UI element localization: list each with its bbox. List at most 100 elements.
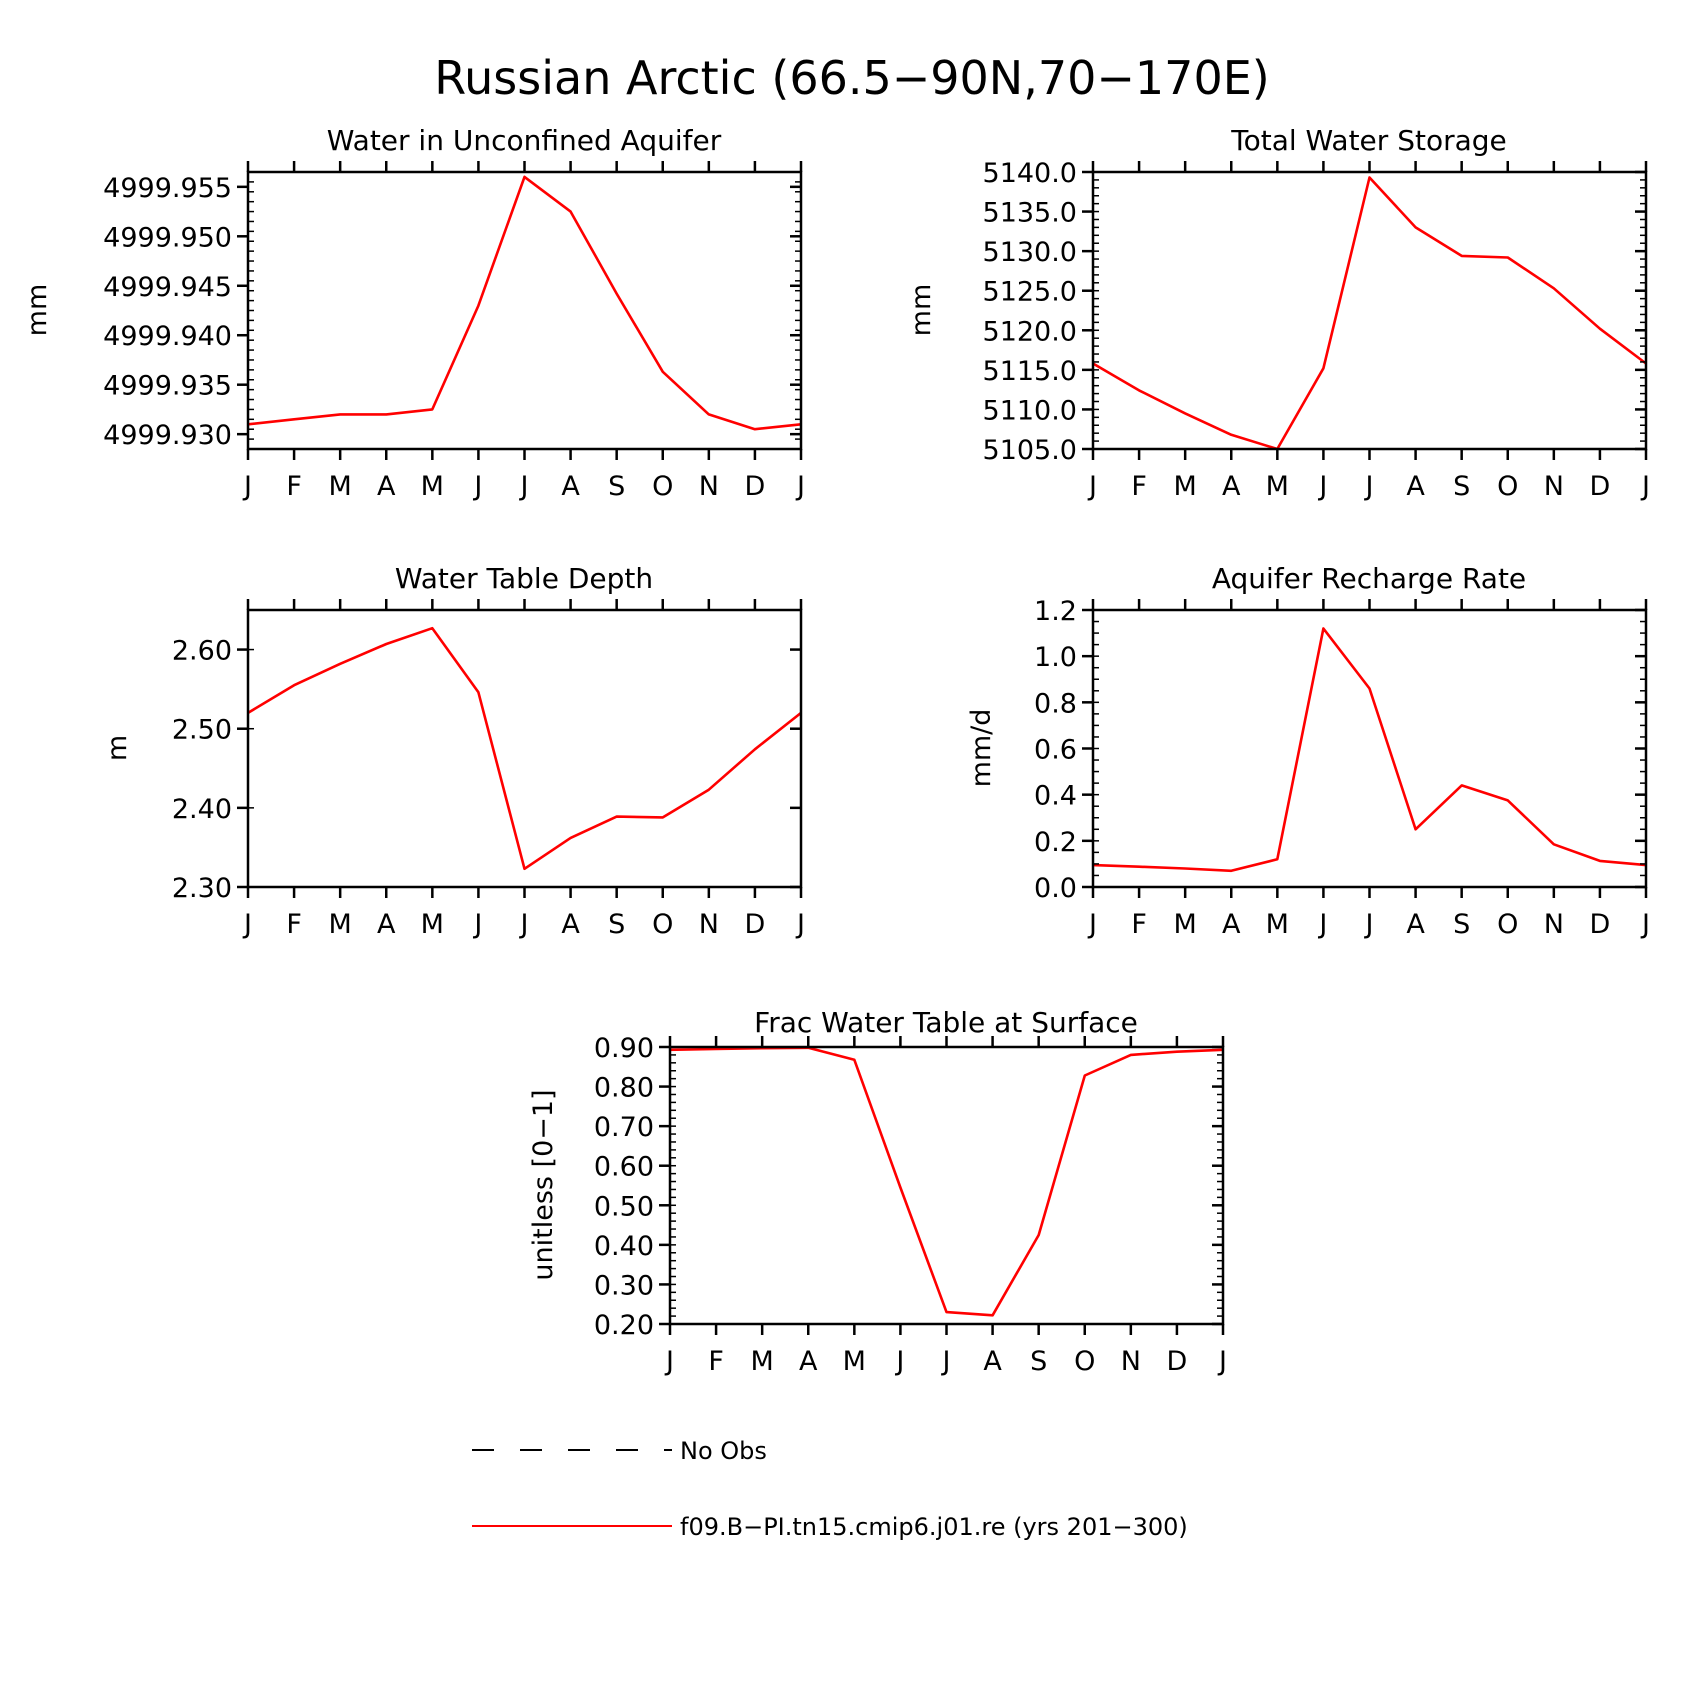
x-tick-label: J bbox=[242, 909, 252, 940]
panel-title: Aquifer Recharge Rate bbox=[1212, 562, 1526, 595]
x-tick-label: D bbox=[1167, 1346, 1188, 1377]
y-tick-label: 0.0 bbox=[1034, 873, 1077, 904]
x-tick-label: J bbox=[1364, 909, 1374, 940]
series-line-model bbox=[247, 626, 802, 871]
y-tick-label: 5140.0 bbox=[983, 158, 1077, 189]
x-tick-label: N bbox=[1544, 909, 1564, 940]
x-tick-label: M bbox=[1174, 471, 1197, 502]
x-tick-label: S bbox=[608, 471, 625, 502]
series-line-model bbox=[1092, 627, 1647, 873]
x-tick-label: M bbox=[843, 1346, 866, 1377]
y-axis-label: mm bbox=[22, 284, 53, 337]
x-tick-label: S bbox=[1453, 909, 1470, 940]
legend: No Obs f09.B−PI.tn15.cmip6.j01.re (yrs 2… bbox=[472, 1437, 1188, 1541]
y-tick-label: 5115.0 bbox=[983, 356, 1077, 387]
x-tick-label: A bbox=[1406, 471, 1425, 502]
y-axis-label: mm/d bbox=[966, 709, 997, 788]
x-tick-label: N bbox=[1544, 471, 1564, 502]
y-tick-label: 0.2 bbox=[1034, 827, 1077, 858]
x-tick-label: M bbox=[1266, 909, 1289, 940]
y-tick-label: 0.60 bbox=[594, 1152, 654, 1183]
x-tick-label: J bbox=[894, 1346, 904, 1377]
y-tick-label: 0.80 bbox=[594, 1073, 654, 1104]
panel-title: Water in Unconfined Aquifer bbox=[327, 124, 722, 157]
x-tick-label: J bbox=[242, 471, 252, 502]
x-tick-label: J bbox=[1217, 1346, 1227, 1377]
x-tick-label: A bbox=[377, 471, 396, 502]
x-tick-label: J bbox=[1364, 471, 1374, 502]
y-tick-label: 5135.0 bbox=[983, 198, 1077, 229]
y-tick-label: 5120.0 bbox=[983, 316, 1077, 347]
y-tick-label: 5110.0 bbox=[983, 395, 1077, 426]
x-tick-label: F bbox=[286, 471, 302, 502]
x-tick-label: A bbox=[1406, 909, 1425, 940]
x-tick-label: M bbox=[329, 909, 352, 940]
x-tick-label: A bbox=[1222, 909, 1241, 940]
x-tick-label: J bbox=[795, 471, 805, 502]
x-tick-label: O bbox=[652, 471, 673, 502]
x-tick-label: J bbox=[472, 471, 482, 502]
y-tick-label: 4999.935 bbox=[103, 371, 232, 402]
y-tick-label: 2.40 bbox=[172, 794, 232, 825]
x-tick-label: O bbox=[652, 909, 673, 940]
y-tick-label: 5105.0 bbox=[983, 435, 1077, 466]
y-tick-label: 0.40 bbox=[594, 1231, 654, 1262]
y-tick-label: 5130.0 bbox=[983, 237, 1077, 268]
x-tick-label: J bbox=[664, 1346, 674, 1377]
x-tick-label: M bbox=[421, 471, 444, 502]
series-line-model bbox=[1092, 176, 1647, 451]
y-tick-label: 0.50 bbox=[594, 1191, 654, 1222]
y-tick-label: 4999.940 bbox=[103, 321, 232, 352]
y-tick-label: 2.60 bbox=[172, 636, 232, 667]
y-tick-label: 2.50 bbox=[172, 715, 232, 746]
y-tick-label: 2.30 bbox=[172, 873, 232, 904]
y-tick-label: 0.4 bbox=[1034, 781, 1077, 812]
x-tick-label: F bbox=[286, 909, 302, 940]
y-tick-label: 4999.955 bbox=[103, 173, 232, 204]
panel-1: Water in Unconfined Aquifer mm 4999.930 499… bbox=[22, 124, 805, 502]
panel-title: Water Table Depth bbox=[395, 562, 653, 595]
y-tick-label: 0.70 bbox=[594, 1112, 654, 1143]
x-tick-label: A bbox=[561, 909, 580, 940]
x-tick-label: J bbox=[472, 909, 482, 940]
plot-frame bbox=[246, 170, 803, 451]
x-tick-label: J bbox=[941, 1346, 951, 1377]
x-tick-label: F bbox=[1131, 471, 1147, 502]
x-tick-label: M bbox=[1266, 471, 1289, 502]
x-tick-label: M bbox=[329, 471, 352, 502]
x-tick-label: J bbox=[1317, 471, 1327, 502]
x-tick-label: O bbox=[1497, 909, 1518, 940]
x-tick-label: A bbox=[377, 909, 396, 940]
x-tick-label: J bbox=[1640, 909, 1650, 940]
x-tick-label: N bbox=[699, 471, 719, 502]
y-axis-label: mm bbox=[906, 284, 937, 337]
y-tick-label: 5125.0 bbox=[983, 277, 1077, 308]
x-tick-label: F bbox=[708, 1346, 724, 1377]
x-tick-label: A bbox=[983, 1346, 1002, 1377]
y-tick-label: 4999.930 bbox=[103, 420, 232, 451]
y-tick-label: 0.8 bbox=[1034, 688, 1077, 719]
y-tick-label: 1.0 bbox=[1034, 642, 1077, 673]
x-tick-label: A bbox=[561, 471, 580, 502]
figure-title: Russian Arctic (66.5−90N,70−170E) bbox=[434, 51, 1269, 105]
x-tick-label: D bbox=[1590, 471, 1611, 502]
x-tick-label: D bbox=[745, 471, 766, 502]
plot-frame bbox=[668, 1045, 1225, 1326]
x-tick-label: O bbox=[1497, 471, 1518, 502]
y-tick-label: 4999.945 bbox=[103, 272, 232, 303]
y-tick-label: 0.6 bbox=[1034, 735, 1077, 766]
x-tick-label: A bbox=[1222, 471, 1241, 502]
series-line-model bbox=[247, 175, 802, 431]
x-tick-label: M bbox=[421, 909, 444, 940]
y-tick-label: 4999.950 bbox=[103, 222, 232, 253]
x-tick-label: J bbox=[1317, 909, 1327, 940]
x-tick-label: M bbox=[751, 1346, 774, 1377]
plot-frame bbox=[1091, 170, 1648, 451]
panel-title: Total Water Storage bbox=[1230, 124, 1507, 157]
x-tick-label: J bbox=[1087, 471, 1097, 502]
x-tick-label: F bbox=[1131, 909, 1147, 940]
y-axis-label: unitless [0−1] bbox=[528, 1089, 559, 1280]
x-tick-label: S bbox=[1030, 1346, 1047, 1377]
